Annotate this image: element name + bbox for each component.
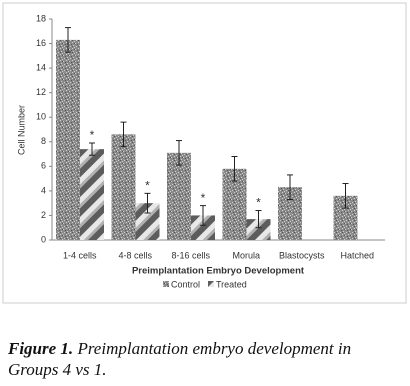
chart: Cell Number Preimplantation Embryo Devel… (2, 2, 407, 304)
x-tick-label: 1-4 cells (63, 250, 97, 260)
caption-text: Preimplantation embryo development in Gr… (8, 339, 352, 379)
y-tick-label: 2 (41, 210, 46, 220)
x-tick-label: 8-16 cells (171, 250, 210, 260)
legend-label: Treated (216, 279, 247, 289)
x-tick-label: Blastocysts (279, 250, 325, 260)
bar (80, 149, 104, 240)
significance-mark: * (90, 128, 95, 142)
error-bar (342, 183, 349, 209)
y-tick-label: 8 (41, 136, 46, 146)
y-tick-label: 14 (36, 62, 46, 72)
y-tick-label: 16 (36, 38, 46, 48)
bar (56, 39, 80, 240)
y-tick-label: 10 (36, 112, 46, 122)
y-tick-label: 0 (41, 234, 46, 244)
x-tick-label: 4-8 cells (118, 250, 152, 260)
y-tick-label: 18 (36, 13, 46, 23)
legend-label: Control (171, 279, 200, 289)
error-bar (176, 140, 182, 166)
x-axis-title: Preimplantation Embryo Development (132, 266, 305, 277)
bar (111, 134, 136, 240)
error-bar (65, 27, 71, 53)
x-tick-label: Hatched (340, 250, 374, 260)
y-tick-label: 12 (36, 87, 46, 97)
y-axis-title: Cell Number (16, 105, 26, 155)
error-bar (200, 205, 206, 226)
error-bar (255, 210, 262, 229)
bar (246, 219, 271, 240)
y-tick-label: 4 (41, 185, 46, 195)
significance-mark: * (256, 196, 261, 210)
error-bar (89, 142, 95, 156)
legend-swatch (163, 281, 169, 287)
error-bar (287, 174, 293, 200)
caption-label: Figure 1. (8, 339, 74, 358)
error-bar (231, 156, 238, 182)
bar (167, 152, 191, 240)
error-bar (120, 121, 127, 148)
error-bar (144, 192, 151, 214)
figure-caption: Figure 1. Preimplantation embryo develop… (8, 338, 388, 380)
legend-swatch (208, 281, 215, 287)
x-tick-label: Morula (232, 250, 260, 260)
significance-mark: * (201, 191, 206, 205)
significance-mark: * (145, 179, 150, 193)
y-tick-label: 6 (41, 161, 46, 171)
chart-frame (2, 2, 407, 304)
